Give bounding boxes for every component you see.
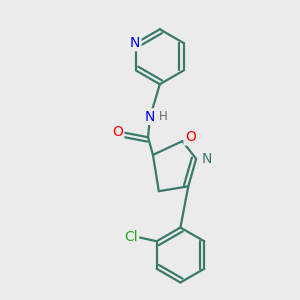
Text: N: N [145, 110, 155, 124]
Text: Cl: Cl [124, 230, 138, 244]
Text: O: O [112, 125, 123, 139]
Text: H: H [159, 110, 168, 123]
Text: O: O [185, 130, 196, 144]
Text: N: N [130, 36, 140, 50]
Text: N: N [202, 152, 212, 166]
